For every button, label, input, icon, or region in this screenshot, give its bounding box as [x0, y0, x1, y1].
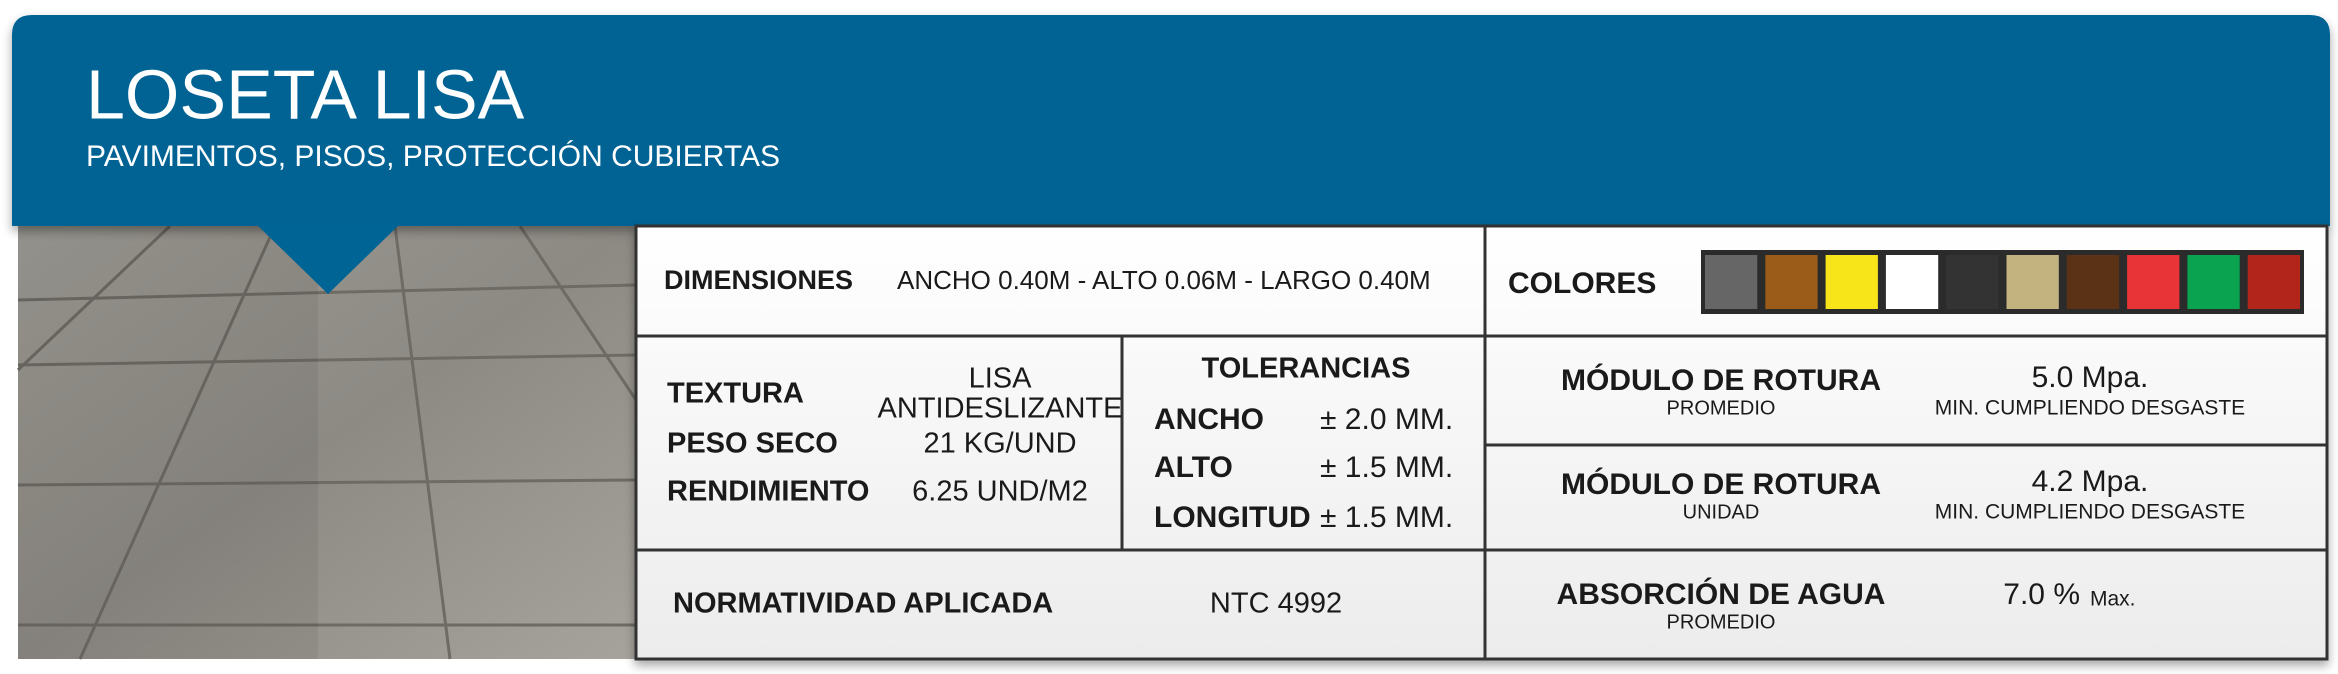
- value: ANCHO 0.40M - ALTO 0.06M - LARGO 0.40M: [897, 265, 1431, 295]
- color-swatch: [1765, 255, 1818, 309]
- property-value: ANTIDESLIZANTE: [878, 393, 1123, 425]
- test-value: 4.2 Mpa.: [2032, 465, 2149, 498]
- tolerance-value: ± 2.0 MM.: [1320, 403, 1453, 436]
- label: DIMENSIONES: [664, 265, 853, 295]
- label: NORMATIVIDAD APLICADA: [673, 588, 1053, 620]
- test-note: MIN. CUMPLIENDO DESGASTE: [1935, 397, 2245, 420]
- color-swatch: [2187, 255, 2240, 309]
- property-value: 6.25 UND/M2: [912, 476, 1088, 508]
- property-value: LISA: [969, 363, 1033, 395]
- color-swatch: [2006, 255, 2059, 309]
- property-label: PESO SECO: [667, 428, 838, 460]
- color-swatch: [2127, 255, 2180, 309]
- tolerance-value: ± 1.5 MM.: [1320, 451, 1453, 484]
- test-sublabel: PROMEDIO: [1667, 611, 1776, 633]
- color-swatch: [1825, 255, 1878, 309]
- product-photo: [16, 224, 638, 660]
- value: NTC 4992: [1210, 588, 1342, 620]
- tolerance-label: LONGITUD: [1154, 501, 1311, 534]
- test-label: ABSORCIÓN DE AGUA: [1557, 577, 1886, 611]
- tolerance-label: ANCHO: [1154, 403, 1264, 436]
- test-note: MIN. CUMPLIENDO DESGASTE: [1935, 501, 2245, 524]
- test-value: 5.0 Mpa.: [2032, 361, 2149, 394]
- subtitle: PAVIMENTOS, PISOS, PROTECCIÓN CUBIERTAS: [86, 140, 780, 173]
- test-sublabel: PROMEDIO: [1667, 397, 1776, 419]
- label: COLORES: [1508, 267, 1656, 300]
- test-label: MÓDULO DE ROTURA: [1561, 363, 1881, 397]
- spec-texts: DIMENSIONES ANCHO 0.40M - ALTO 0.06M - L…: [664, 265, 1656, 620]
- title: LOSETA LISA: [86, 55, 525, 133]
- tolerance-value: ± 1.5 MM.: [1320, 501, 1453, 534]
- color-swatch: [2066, 255, 2120, 309]
- test-value: 7.0 %: [2003, 578, 2080, 611]
- heading: TOLERANCIAS: [1202, 353, 1411, 385]
- test-note: Max.: [2090, 588, 2136, 611]
- color-swatch: [1705, 255, 1758, 309]
- property-value: 21 KG/UND: [923, 428, 1076, 460]
- color-swatch: [1946, 255, 1999, 309]
- test-sublabel: UNIDAD: [1683, 501, 1760, 523]
- header: LOSETA LISA PAVIMENTOS, PISOS, PROTECCIÓ…: [12, 15, 2330, 294]
- color-swatch: [2247, 255, 2300, 309]
- property-label: TEXTURA: [667, 378, 804, 410]
- property-label: RENDIMIENTO: [667, 476, 869, 508]
- color-swatch: [1885, 255, 1939, 309]
- test-label: MÓDULO DE ROTURA: [1561, 467, 1881, 501]
- tolerance-label: ALTO: [1154, 451, 1233, 484]
